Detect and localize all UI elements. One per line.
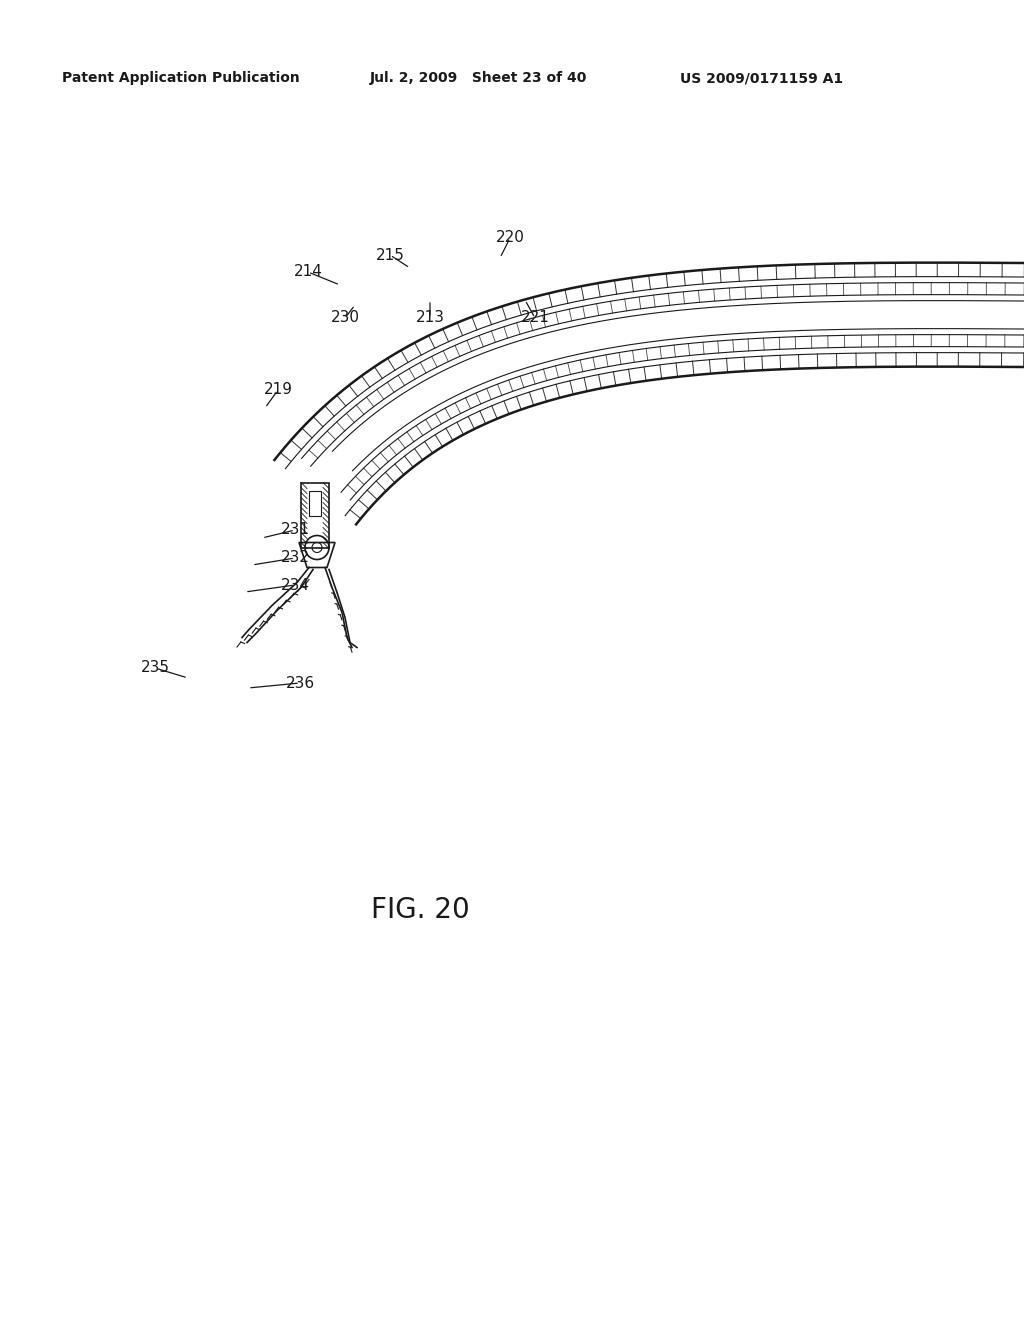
- Text: 219: 219: [263, 383, 293, 397]
- Text: FIG. 20: FIG. 20: [371, 896, 469, 924]
- Text: Jul. 2, 2009   Sheet 23 of 40: Jul. 2, 2009 Sheet 23 of 40: [370, 71, 588, 84]
- Text: 220: 220: [496, 231, 524, 246]
- Text: 213: 213: [416, 310, 444, 326]
- Text: 214: 214: [294, 264, 323, 280]
- Text: 236: 236: [286, 676, 314, 690]
- Text: 234: 234: [281, 578, 309, 593]
- Text: 221: 221: [520, 310, 550, 326]
- Text: Patent Application Publication: Patent Application Publication: [62, 71, 300, 84]
- Text: 235: 235: [140, 660, 170, 676]
- Text: 231: 231: [281, 523, 309, 537]
- Text: 232: 232: [281, 550, 309, 565]
- Text: US 2009/0171159 A1: US 2009/0171159 A1: [680, 71, 843, 84]
- Text: 215: 215: [376, 248, 404, 263]
- Text: 230: 230: [331, 310, 359, 326]
- Bar: [309, 491, 321, 516]
